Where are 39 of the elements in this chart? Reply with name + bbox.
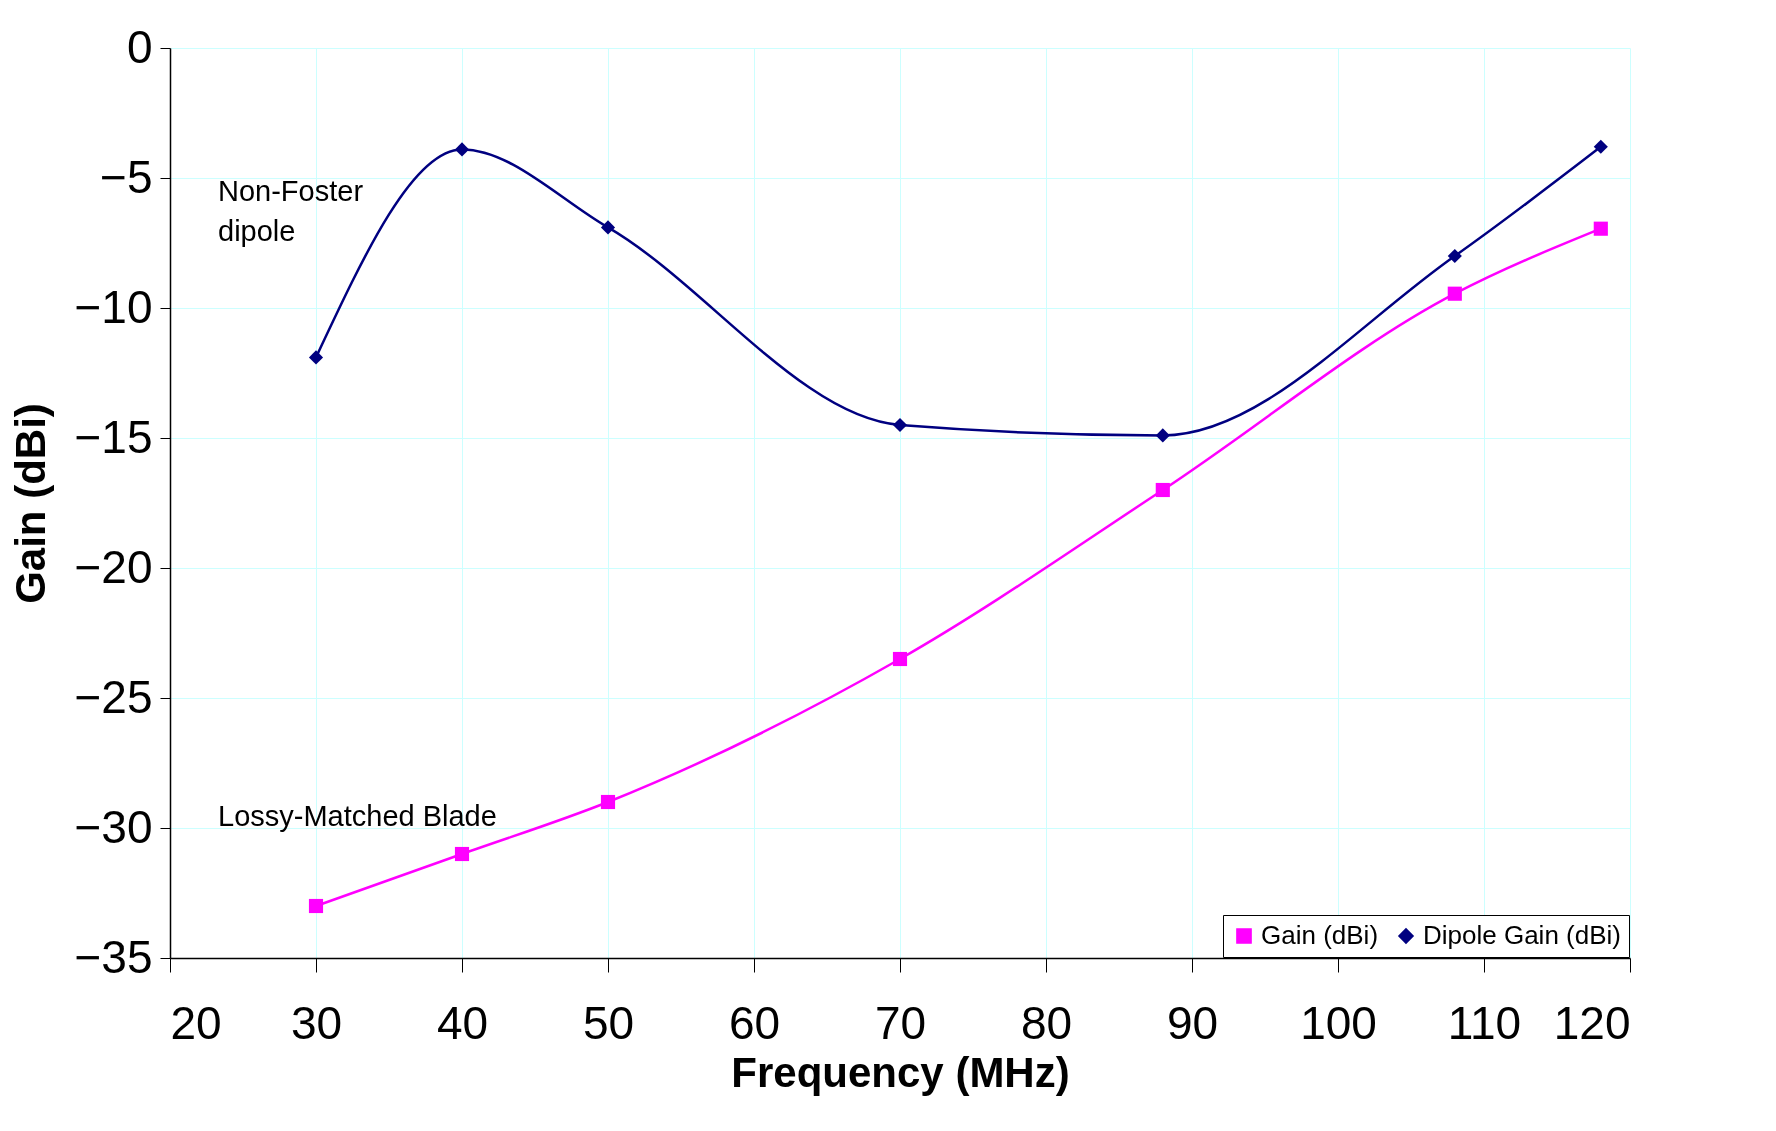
x-tick-label: 120 [1553, 996, 1631, 1049]
point [1593, 221, 1608, 236]
x-tick-label: 40 [436, 996, 489, 1049]
point [1155, 482, 1170, 498]
annotation: Lossy-Matched Blade [218, 800, 497, 832]
point [600, 220, 616, 235]
point [1155, 428, 1170, 443]
y-tick-label: 0 [126, 20, 153, 73]
y-tick-label: −15 [74, 410, 153, 463]
y-tick-label: −10 [74, 280, 153, 333]
y-tick-label: −20 [74, 540, 153, 593]
point [600, 794, 616, 810]
x-tick-label: 80 [1020, 996, 1073, 1049]
x-tick-label: 100 [1300, 996, 1377, 1049]
point [892, 651, 908, 667]
y-tick-label: −25 [74, 670, 153, 723]
x-axis-title: Frequency (MHz) [731, 1048, 1070, 1096]
x-tick-label: 20 [170, 996, 222, 1049]
annotation: Non-Foster dipole [218, 175, 364, 247]
legend-label: Dipole Gain (dBi) [1423, 920, 1621, 950]
point [308, 350, 324, 365]
x-tick-label: 30 [290, 996, 343, 1049]
x-tick-label: 60 [728, 996, 781, 1049]
x-tick-label: 110 [1447, 996, 1522, 1049]
y-tick-label: −35 [74, 930, 153, 983]
y-axis-title: Gain (dBi) [7, 403, 55, 604]
x-tick-label: 50 [582, 996, 635, 1049]
y-tick-label: −30 [74, 800, 153, 853]
point [892, 417, 908, 433]
point [1447, 286, 1462, 301]
point [454, 142, 470, 157]
point [454, 846, 470, 862]
legend-label: Gain (dBi) [1261, 920, 1379, 950]
point [308, 898, 324, 914]
point [1593, 139, 1608, 154]
x-tick-label: 70 [874, 996, 927, 1049]
point [1447, 248, 1462, 264]
y-tick-label: −5 [100, 150, 153, 203]
x-tick-label: 90 [1166, 996, 1219, 1049]
